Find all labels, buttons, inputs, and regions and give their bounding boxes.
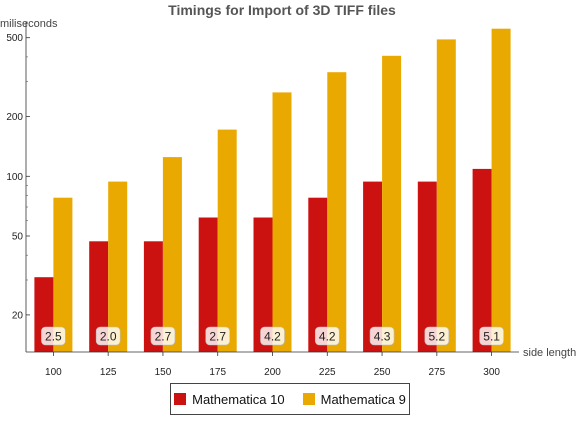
ratio-label-box-100 xyxy=(41,326,66,346)
ratio-label-box-150 xyxy=(150,326,176,346)
legend-label-mathematica-9: Mathematica 9 xyxy=(320,391,406,407)
y-tick-label-50: 50 xyxy=(12,231,24,242)
x-tick-label-250: 250 xyxy=(374,367,391,378)
bar-mathematica-9-150 xyxy=(162,157,182,352)
x-tick-label-150: 150 xyxy=(155,367,172,378)
y-tick-label-100: 100 xyxy=(6,172,23,183)
x-tick-label-275: 275 xyxy=(428,367,445,378)
bar-mathematica-9-200 xyxy=(272,92,292,353)
bar-mathematica-10-175 xyxy=(198,217,218,352)
x-axis-label: side length xyxy=(523,347,576,359)
ratio-label-box-125 xyxy=(95,326,121,346)
x-tick-label-300: 300 xyxy=(483,367,500,378)
bar-mathematica-10-250 xyxy=(363,181,383,352)
bar-mathematica-10-150 xyxy=(143,241,163,352)
y-tick-label-200: 200 xyxy=(6,112,23,123)
ratio-label-275: 5.2 xyxy=(428,330,445,344)
bars xyxy=(34,28,511,353)
x-tick-label-200: 200 xyxy=(264,367,281,378)
y-axis-label: miliseconds xyxy=(0,18,58,30)
ratio-label-box-250 xyxy=(369,326,395,346)
legend-item-mathematica-10: Mathematica 10 xyxy=(174,392,285,407)
bar-mathematica-9-100 xyxy=(53,197,73,352)
axes: 100 125 150 175 200 225 250 275 300 20 50 100 200 500 xyxy=(6,21,519,378)
y-tick-label-500: 500 xyxy=(6,33,23,44)
ratio-label-box-275 xyxy=(424,326,450,346)
x-tick-label-100: 100 xyxy=(45,367,62,378)
bar-mathematica-10-225 xyxy=(308,197,328,352)
ratio-label-225: 4.2 xyxy=(319,330,336,344)
ratio-label-200: 4.2 xyxy=(264,330,281,344)
bar-mathematica-9-225 xyxy=(327,72,347,352)
ratio-label-box-200 xyxy=(260,326,285,346)
bar-mathematica-9-125 xyxy=(108,181,128,352)
ratio-label-box-300 xyxy=(479,326,504,346)
legend: Mathematica 10 Mathematica 9 xyxy=(170,383,410,415)
chart-title: Timings for Import of 3D TIFF files xyxy=(168,2,396,18)
bar-mathematica-9-300 xyxy=(491,28,511,352)
bar-mathematica-10-125 xyxy=(89,241,109,352)
legend-item-mathematica-9: Mathematica 9 xyxy=(302,391,406,407)
bar-mathematica-10-200 xyxy=(253,217,273,352)
bar-mathematica-9-175 xyxy=(217,129,237,352)
ratio-label-175: 2.7 xyxy=(209,330,226,344)
bar-mathematica-9-250 xyxy=(382,55,402,353)
bar-mathematica-9-275 xyxy=(436,39,456,353)
bar-mathematica-10-300 xyxy=(472,168,492,352)
ratio-label-125: 2.0 xyxy=(100,330,117,344)
bar-mathematica-10-275 xyxy=(417,181,437,352)
ratio-label-100: 2.5 xyxy=(45,330,62,344)
x-tick-label-125: 125 xyxy=(100,367,117,378)
x-tick-label-175: 175 xyxy=(209,367,226,378)
legend-swatch-mathematica-9 xyxy=(302,393,315,405)
ratio-label-box-175 xyxy=(205,326,231,346)
legend-swatch-mathematica-10 xyxy=(174,393,187,405)
y-tick-label-20: 20 xyxy=(12,310,24,321)
x-tick-label-225: 225 xyxy=(319,367,336,378)
legend-label-mathematica-10: Mathematica 10 xyxy=(192,391,285,407)
ratio-label-box-225 xyxy=(314,326,340,346)
ratio-label-300: 5.1 xyxy=(483,330,500,344)
ratio-label-150: 2.7 xyxy=(155,330,172,344)
ratio-label-250: 4.3 xyxy=(374,330,391,344)
ratio-labels: 2.5 2.0 2.7 2.7 4.2 4.2 4.3 5.2 5.1 xyxy=(41,326,504,346)
